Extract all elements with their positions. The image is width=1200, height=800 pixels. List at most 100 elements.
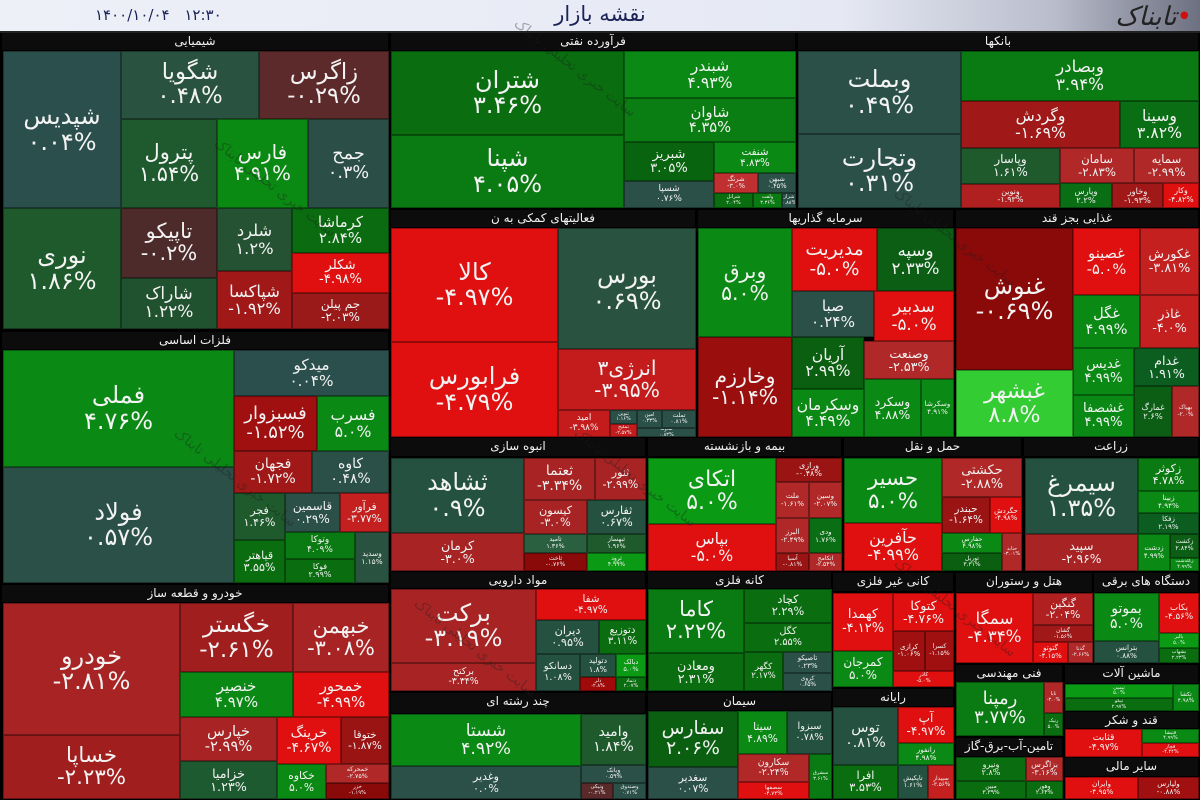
stock-tile[interactable]: صبا ۰.۲۴% — [792, 291, 874, 337]
stock-tile[interactable]: مبین ۳.۳۹% — [956, 781, 1026, 799]
stock-tile[interactable]: قچار -۴.۴۴% — [1142, 743, 1199, 757]
stock-tile[interactable]: وسکرد ۴.۸۸% — [864, 379, 921, 437]
sector-title[interactable]: کانی غیر فلزی — [833, 573, 953, 591]
stock-tile[interactable]: آریان ۲.۹۹% — [792, 337, 864, 389]
stock-tile[interactable]: دتماد ۲.۰۷% — [616, 677, 646, 691]
stock-tile[interactable]: فارس ۴.۹۱% — [217, 119, 308, 208]
stock-tile[interactable]: حبندر -۱.۶۴% — [942, 497, 990, 533]
stock-tile[interactable]: وسکرشا ۴.۹۱% — [921, 379, 954, 437]
stock-tile[interactable]: خگستر -۲.۶۱% — [180, 603, 293, 672]
stock-tile[interactable]: خمحور -۴.۹۹% — [293, 672, 389, 717]
stock-tile[interactable]: نوری ۱.۸۶% — [3, 208, 121, 329]
stock-tile[interactable]: فولاد ۰.۵۷% — [3, 467, 234, 583]
stock-tile[interactable]: ونوین -۱.۹۳% — [961, 184, 1060, 208]
sector-title[interactable]: بیمه و بازنشسته — [648, 438, 841, 456]
stock-tile[interactable]: وگردش -۱.۶۹% — [961, 101, 1120, 148]
stock-tile[interactable]: زکوثر ۴.۷۸% — [1138, 458, 1199, 491]
stock-tile[interactable]: وصنعت -۲.۵۳% — [864, 341, 954, 379]
stock-tile[interactable]: شپاکسا -۱.۹۲% — [217, 271, 292, 329]
stock-tile[interactable]: اتکامح -۲.۵۴% — [809, 553, 842, 571]
stock-tile[interactable]: میدکو ۰.۰۴% — [234, 350, 389, 396]
stock-tile[interactable]: وتجارت ۰.۳۱% — [798, 134, 961, 208]
stock-tile[interactable]: وبملت ۰.۴۹% — [798, 51, 961, 134]
stock-tile[interactable]: غکورش -۳.۸۱% — [1140, 228, 1199, 295]
stock-tile[interactable]: وصندوق ۰.۷۱% — [613, 783, 646, 799]
stock-tile[interactable]: سصفها -۴.۷۴% — [738, 782, 809, 799]
stock-tile[interactable]: حتاید -۳.۰۱% — [1002, 533, 1022, 571]
stock-tile[interactable]: شپدیس ۰.۰۴% — [3, 51, 121, 208]
stock-tile[interactable]: امید -۳.۹۸% — [558, 410, 610, 437]
sector-title[interactable]: زراعت — [1024, 438, 1198, 456]
stock-tile[interactable]: سکارون -۲.۲۴% — [738, 754, 809, 782]
stock-tile[interactable]: تملت ۰.۸۱% — [662, 410, 696, 428]
stock-tile[interactable]: وسینا ۳.۸۲% — [1120, 101, 1199, 148]
stock-tile[interactable]: بالبر ۵.۰% — [1159, 633, 1199, 648]
stock-tile[interactable]: ختوقا -۱.۸۷% — [341, 717, 389, 764]
stock-tile[interactable]: بموتو ۵.۰% — [1094, 593, 1159, 641]
stock-tile[interactable]: شنفت ۴.۸۳% — [714, 142, 796, 173]
stock-tile[interactable]: سپید -۲.۹۶% — [1025, 534, 1138, 571]
stock-tile[interactable]: وبانک ۰.۵۹% — [581, 765, 646, 783]
stock-tile[interactable]: خزر -۱.۱۹% — [326, 783, 389, 799]
stock-tile[interactable]: وتوکا ۴.۰۹% — [285, 532, 355, 559]
stock-tile[interactable]: وسدید ۱.۱۵% — [355, 532, 389, 583]
stock-tile[interactable]: وهور ۲.۶۴% — [1026, 781, 1063, 799]
stock-tile[interactable]: کاما ۲.۲۲% — [648, 589, 744, 653]
sector-title[interactable]: سرمایه گذاریها — [698, 210, 953, 227]
stock-tile[interactable]: غبشهر ۸.۸% — [956, 370, 1073, 437]
stock-tile[interactable]: وسکرمان ۴.۴۹% — [792, 389, 864, 437]
stock-tile[interactable]: ثنور -۲.۹۹% — [595, 458, 646, 500]
stock-tile[interactable]: تکشا ۴.۹۸% — [1173, 684, 1199, 711]
stock-tile[interactable]: برکتح -۳.۳۴% — [391, 663, 536, 691]
stock-tile[interactable]: گنگین -۲.۰۴% — [1033, 593, 1093, 625]
stock-tile[interactable]: کگل ۲.۵۵% — [744, 623, 832, 652]
stock-tile[interactable]: بکاب -۴.۵۶% — [1159, 593, 1199, 633]
sector-title[interactable]: غذایی بجز قند — [956, 210, 1198, 227]
stock-tile[interactable]: گتوتو -۴.۱۵% — [1033, 642, 1068, 663]
stock-tile[interactable]: شبریز ۳.۰۵% — [624, 142, 714, 181]
stock-tile[interactable]: آپ -۴.۹۷% — [898, 707, 954, 743]
stock-tile[interactable]: زکشت ۲.۸۴% — [1170, 534, 1199, 558]
stock-tile[interactable]: دیران ۰.۹۵% — [536, 620, 599, 654]
stock-tile[interactable]: خکاوه ۵.۰% — [277, 764, 326, 799]
stock-tile[interactable]: بورس ۰.۶۹% — [558, 228, 696, 349]
stock-tile[interactable]: ونیکی -۰.۲۱% — [581, 783, 613, 799]
stock-tile[interactable]: شاراک ۱.۲۲% — [121, 278, 217, 329]
stock-tile[interactable]: آسیا -۰.۸۱% — [776, 553, 809, 571]
stock-tile[interactable]: شفا -۴.۹۷% — [536, 589, 646, 620]
stock-tile[interactable]: وغدیر ۰.۰% — [391, 766, 581, 799]
stock-tile[interactable]: تپکو ۲.۹۷% — [1065, 698, 1173, 711]
stock-tile[interactable]: شگویا ۰.۴۸% — [121, 51, 259, 119]
stock-tile[interactable]: وخاور -۱.۹۳% — [1112, 183, 1163, 208]
stock-tile[interactable]: رمپنا ۳.۷۷% — [956, 682, 1044, 736]
stock-tile[interactable]: وسپه ۲.۳۳% — [877, 228, 954, 291]
stock-tile[interactable]: بهپاک -۲.۰% — [1172, 386, 1199, 437]
stock-tile[interactable]: فرابورس -۴.۷۹% — [391, 342, 558, 437]
stock-tile[interactable]: زگلدشت ۴.۹۹% — [1170, 558, 1199, 571]
sector-title[interactable]: سیمان — [648, 693, 831, 710]
stock-tile[interactable]: زاگرس -۰.۲۹% — [259, 51, 389, 119]
stock-tile[interactable]: قثابت -۴.۹۷% — [1065, 729, 1142, 757]
stock-tile[interactable]: ملت -۱.۶۱% — [776, 482, 809, 518]
stock-tile[interactable]: ثشاهد ۰.۹% — [391, 458, 524, 533]
stock-tile[interactable]: قیاهتر ۳.۵۵% — [234, 540, 285, 583]
stock-tile[interactable]: سمایه -۲.۹۹% — [1134, 148, 1199, 183]
sector-title[interactable]: مواد دارویی — [391, 572, 645, 588]
stock-tile[interactable]: ونیرو ۲.۸% — [956, 757, 1026, 781]
stock-tile[interactable]: تنوین ۱.۱۶% — [610, 410, 637, 424]
stock-tile[interactable]: سفارس ۲.۰۶% — [648, 711, 738, 767]
stock-tile[interactable]: بپاس -۵.۰% — [648, 524, 776, 571]
stock-tile[interactable]: شرنگ -۳.۰% — [714, 173, 758, 193]
stock-tile[interactable]: خنصیر ۴.۹۷% — [180, 672, 293, 717]
sector-title[interactable]: بانکها — [798, 33, 1198, 50]
stock-tile[interactable]: شلرد ۱.۲% — [217, 208, 292, 271]
stock-tile[interactable]: وسین -۲.۰۷% — [809, 482, 842, 518]
stock-tile[interactable]: سدبیر -۵.۰% — [874, 291, 954, 341]
stock-tile[interactable]: رنیک ۵.۰% — [1044, 713, 1063, 736]
stock-tile[interactable]: زبینا ۴.۹۴% — [1138, 491, 1199, 513]
stock-tile[interactable]: شاوان ۴.۳۵% — [624, 98, 796, 142]
stock-tile[interactable]: شستا ۴.۹۲% — [391, 714, 581, 766]
sector-title[interactable]: قند و شکر — [1065, 712, 1198, 728]
stock-tile[interactable]: توس ۰.۸۱% — [833, 707, 898, 765]
stock-tile[interactable]: انرژی۳ -۳.۹۵% — [558, 349, 696, 410]
